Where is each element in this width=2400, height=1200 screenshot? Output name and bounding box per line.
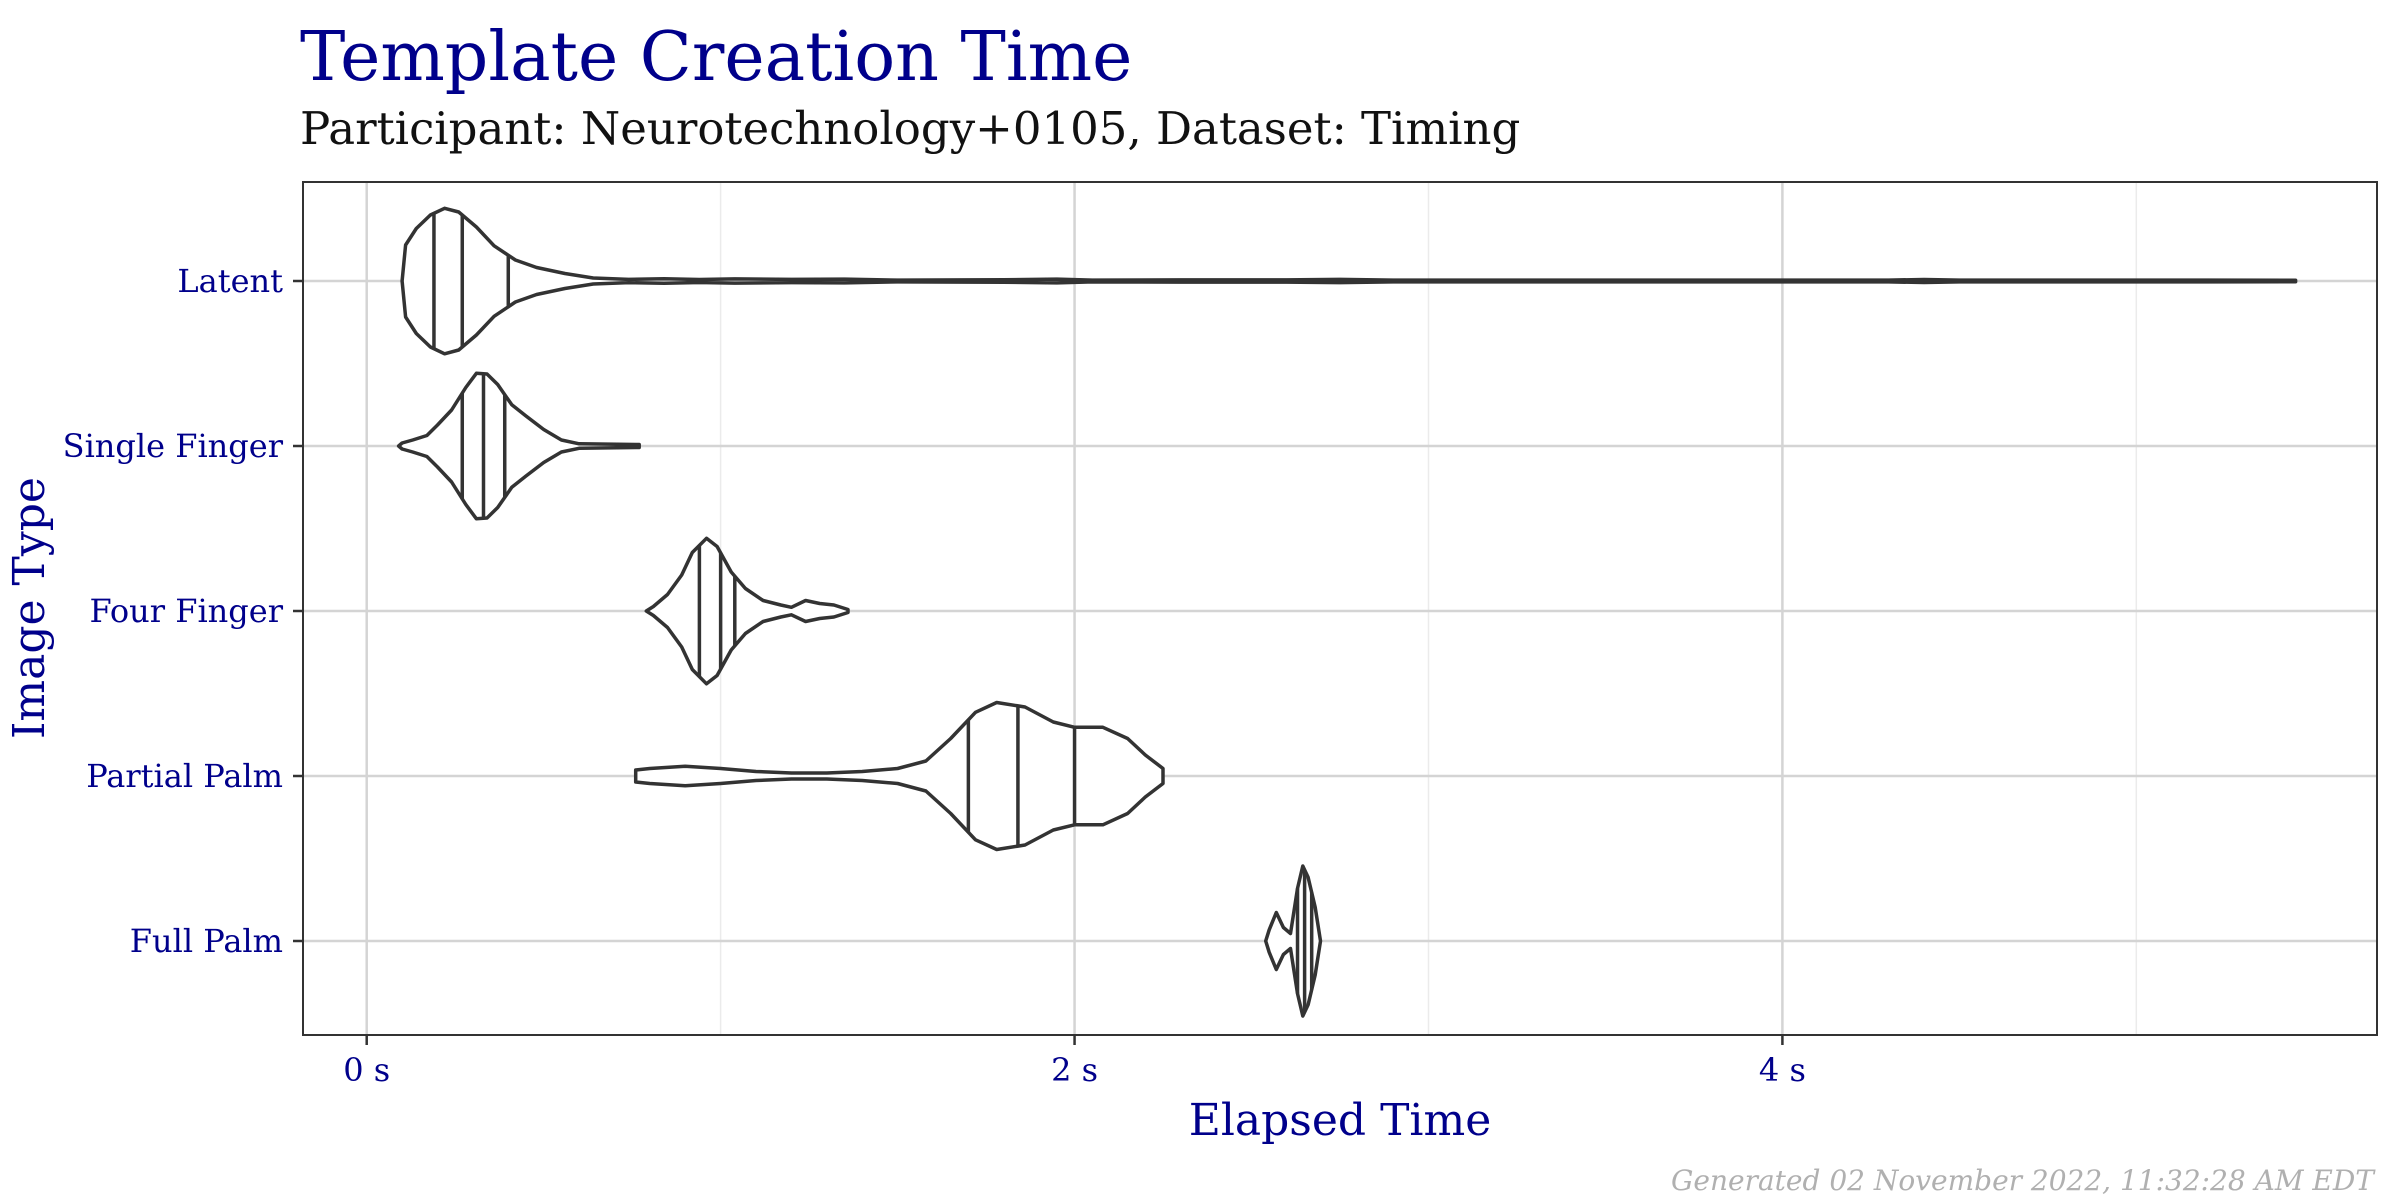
chart-title: Template Creation Time [300,18,1133,97]
generated-timestamp: Generated 02 November 2022, 11:32:28 AM … [1671,1164,2374,1197]
plot-panel-border [302,181,2378,1036]
violin-partial-palm [633,700,1165,852]
x-tick-label: 2 s [1051,1051,1098,1089]
x-tick-label: 0 s [343,1051,390,1089]
grid-layer [303,182,2377,1035]
violin-single-finger [396,371,641,521]
y-tick-label: Single Finger [63,427,284,465]
violin-latent [400,206,2298,356]
x-tick-label: 4 s [1759,1051,1806,1089]
y-tick-label: Partial Palm [86,757,283,795]
x-axis-label: Elapsed Time [1189,1095,1492,1146]
chart-subtitle: Participant: Neurotechnology+0105, Datas… [300,102,1521,155]
violin-full-palm [1263,864,1323,1018]
y-axis-label: Image Type [4,477,55,739]
violin-layer [396,206,2298,1018]
y-tick-label: Latent [177,262,283,300]
y-tick-label: Full Palm [130,922,283,960]
violin-four-finger [644,536,850,686]
axis-layer: 0 s 2 s 4 s Latent Single Finger Four Finger P… [63,262,1806,1089]
y-tick-label: Four Finger [89,592,283,630]
